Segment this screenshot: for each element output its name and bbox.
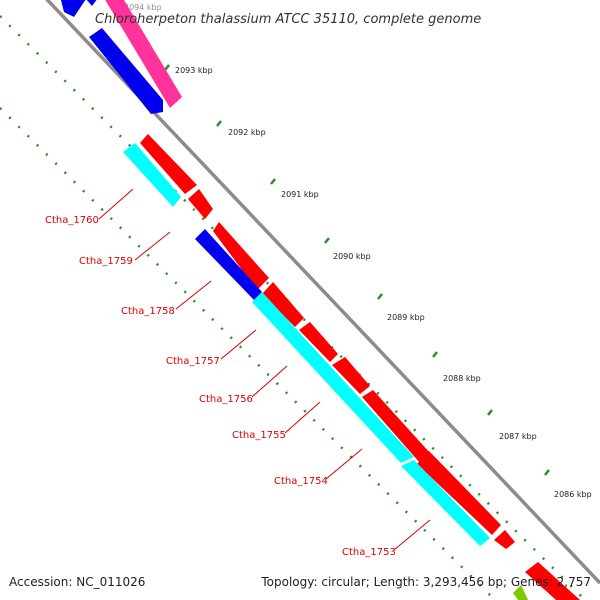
tick-mark-2086	[544, 469, 550, 476]
forward-cds-8[interactable]	[417, 451, 501, 535]
tick-label-2093: 2093 kbp	[175, 66, 213, 75]
forward-cds-3[interactable]	[213, 222, 269, 290]
gene-label-ctha-1753[interactable]: Ctha_1753	[342, 547, 396, 558]
inner-dotted-track	[0, 107, 497, 600]
misc-feature-bottom[interactable]	[513, 585, 528, 600]
leader-ctha-1753	[393, 519, 431, 551]
genome-summary-text: Topology: circular; Length: 3,293,456 bp…	[261, 575, 591, 589]
accession-text: Accession: NC_011026	[9, 575, 146, 589]
tick-label-2088: 2088 kbp	[443, 374, 481, 383]
tick-mark-2092	[216, 120, 222, 127]
reverse-cds-1755[interactable]	[252, 292, 414, 463]
gene-label-ctha-1760[interactable]: Ctha_1760	[45, 215, 99, 226]
forward-cds-4[interactable]	[262, 282, 304, 327]
reverse-cds-1758[interactable]	[195, 229, 262, 300]
leader-ctha-1756	[251, 365, 288, 398]
tick-mark-2090	[324, 237, 330, 244]
gene-label-ctha-1758[interactable]: Ctha_1758	[121, 306, 175, 317]
leader-ctha-1754	[325, 448, 363, 480]
reverse-cds-top-3[interactable]	[89, 28, 163, 114]
leader-ctha-1760	[98, 188, 134, 220]
genome-backbone	[45, 0, 600, 585]
forward-cds-6[interactable]	[332, 357, 370, 394]
gene-label-ctha-1759[interactable]: Ctha_1759	[79, 256, 133, 267]
tick-mark-2087	[487, 409, 493, 416]
leader-ctha-1757	[220, 329, 257, 360]
tick-label-2092: 2092 kbp	[228, 128, 266, 137]
map-title: Chloroherpeton thalassium ATCC 35110, co…	[95, 12, 481, 27]
forward-cds-5[interactable]	[299, 322, 338, 362]
tick-label-2091: 2091 kbp	[281, 190, 319, 199]
gene-label-ctha-1754[interactable]: Ctha_1754	[274, 476, 328, 487]
tick-mark-2089	[377, 293, 383, 300]
forward-cds-9[interactable]	[494, 530, 515, 549]
reverse-cds-top-1[interactable]	[60, 0, 86, 17]
leader-ctha-1755	[284, 401, 321, 434]
forward-cds-2[interactable]	[188, 189, 213, 219]
leader-ctha-1759	[134, 231, 171, 261]
gene-label-ctha-1757[interactable]: Ctha_1757	[166, 356, 220, 367]
tick-mark-2088	[432, 351, 438, 358]
tick-label-2090: 2090 kbp	[333, 252, 371, 261]
reverse-cds-1753[interactable]	[401, 460, 490, 546]
tick-mark-2093	[164, 64, 170, 71]
tick-mark-2091	[270, 178, 276, 185]
gene-label-ctha-1756[interactable]: Ctha_1756	[199, 394, 253, 405]
leader-ctha-1758	[175, 280, 212, 310]
tick-label-2087: 2087 kbp	[499, 432, 537, 441]
forward-cds-bottom[interactable]	[525, 562, 580, 600]
tick-label-2094: 2094 kbp	[124, 3, 162, 12]
reverse-cds-1760[interactable]	[123, 143, 181, 207]
gene-label-ctha-1755[interactable]: Ctha_1755	[232, 430, 286, 441]
tick-label-2086: 2086 kbp	[554, 490, 592, 499]
forward-cds-1[interactable]	[140, 134, 197, 194]
reverse-cds-top-2[interactable]	[80, 0, 104, 6]
rna-gene-top[interactable]	[104, 0, 182, 108]
forward-cds-7[interactable]	[362, 390, 430, 463]
tick-label-2089: 2089 kbp	[387, 313, 425, 322]
